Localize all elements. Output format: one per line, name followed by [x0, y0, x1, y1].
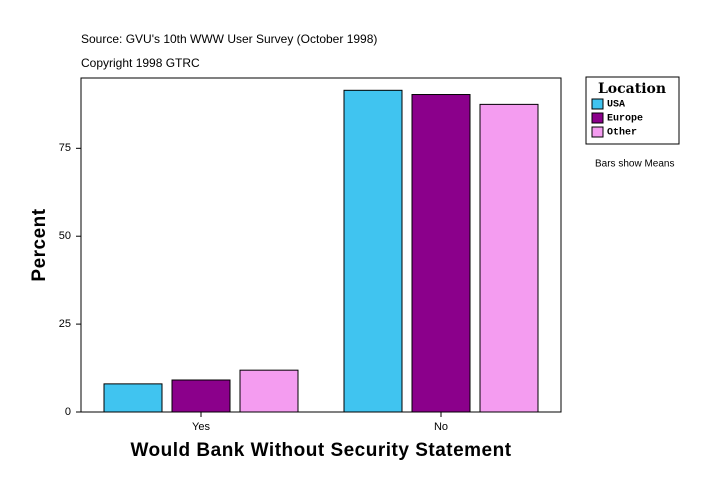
bar — [171, 379, 231, 413]
legend-swatch — [591, 112, 604, 124]
y-tick-label: 50 — [59, 230, 71, 242]
x-tick-label: Yes — [192, 421, 210, 433]
bar — [411, 94, 471, 413]
x-tick-label: No — [434, 421, 448, 433]
annotation: Bars show Means — [595, 159, 674, 170]
chart-title: Source: GVU's 10th WWW User Survey (Octo… — [81, 32, 377, 46]
y-axis-label: Percent — [29, 208, 50, 281]
bar — [103, 383, 163, 413]
legend-swatch — [591, 126, 604, 138]
legend-title: Location — [598, 81, 666, 97]
legend-label: USA — [607, 100, 625, 111]
bar — [239, 369, 299, 413]
bar — [479, 103, 539, 413]
x-axis-label: Would Bank Without Security Statement — [130, 440, 511, 461]
y-tick-label: 75 — [59, 142, 71, 154]
legend-label: Other — [607, 127, 637, 139]
legend-label: Europe — [607, 114, 643, 125]
bar — [343, 89, 403, 413]
chart-subtitle: Copyright 1998 GTRC — [81, 56, 200, 70]
y-tick-label: 0 — [65, 406, 71, 418]
legend-swatch — [591, 98, 604, 110]
y-tick-label: 25 — [59, 318, 71, 330]
